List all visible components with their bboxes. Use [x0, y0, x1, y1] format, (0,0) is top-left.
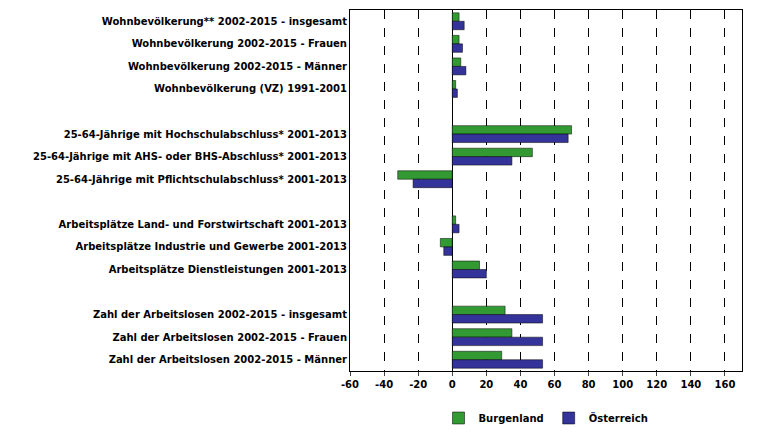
svg-text:-60: -60: [341, 379, 359, 390]
svg-text:100: 100: [612, 379, 633, 390]
svg-text:80: 80: [582, 379, 596, 390]
svg-text:Arbeitsplätze Dienstleistungen: Arbeitsplätze Dienstleistungen 2001-2013: [109, 264, 347, 275]
svg-text:Wohnbevölkerung 2002-2015 - Mä: Wohnbevölkerung 2002-2015 - Männer: [128, 61, 347, 72]
svg-text:-20: -20: [409, 379, 427, 390]
svg-text:Arbeitsplätze Industrie und Ge: Arbeitsplätze Industrie und Gewerbe 2001…: [76, 241, 348, 252]
svg-text:Wohnbevölkerung (VZ) 1991-2001: Wohnbevölkerung (VZ) 1991-2001: [154, 83, 347, 94]
svg-text:60: 60: [548, 379, 562, 390]
svg-text:Zahl der Arbeitslosen 2002-201: Zahl der Arbeitslosen 2002-2015 - Männer: [109, 354, 347, 365]
svg-text:25-64-Jährige mit AHS- oder BH: 25-64-Jährige mit AHS- oder BHS-Abschlus…: [33, 151, 347, 162]
svg-text:Zahl der Arbeitslosen 2002-201: Zahl der Arbeitslosen 2002-2015 - insges…: [93, 309, 347, 320]
svg-text:Wohnbevölkerung 2002-2015 - Fr: Wohnbevölkerung 2002-2015 - Frauen: [132, 38, 347, 49]
svg-text:-40: -40: [375, 379, 393, 390]
svg-text:Zahl der Arbeitslosen 2002-201: Zahl der Arbeitslosen 2002-2015 - Frauen: [112, 332, 347, 343]
svg-text:20: 20: [479, 379, 493, 390]
svg-text:25-64-Jährige mit Hochschulabs: 25-64-Jährige mit Hochschulabschluss* 20…: [64, 129, 347, 140]
svg-text:Wohnbevölkerung** 2002-2015 -: Wohnbevölkerung** 2002-2015 - insgesamt: [102, 16, 347, 27]
svg-text:Burgenland: Burgenland: [479, 413, 544, 424]
svg-text:40: 40: [513, 379, 527, 390]
svg-text:120: 120: [646, 379, 667, 390]
svg-text:Österreich: Österreich: [589, 411, 648, 424]
svg-text:0: 0: [449, 379, 456, 390]
svg-text:160: 160: [715, 379, 736, 390]
svg-text:140: 140: [680, 379, 701, 390]
svg-text:25-64-Jährige mit Pflichtschul: 25-64-Jährige mit Pflichtschulabschluss*…: [56, 174, 347, 185]
svg-text:Arbeitsplätze Land- und Forstw: Arbeitsplätze Land- und Forstwirtschaft …: [59, 219, 347, 230]
